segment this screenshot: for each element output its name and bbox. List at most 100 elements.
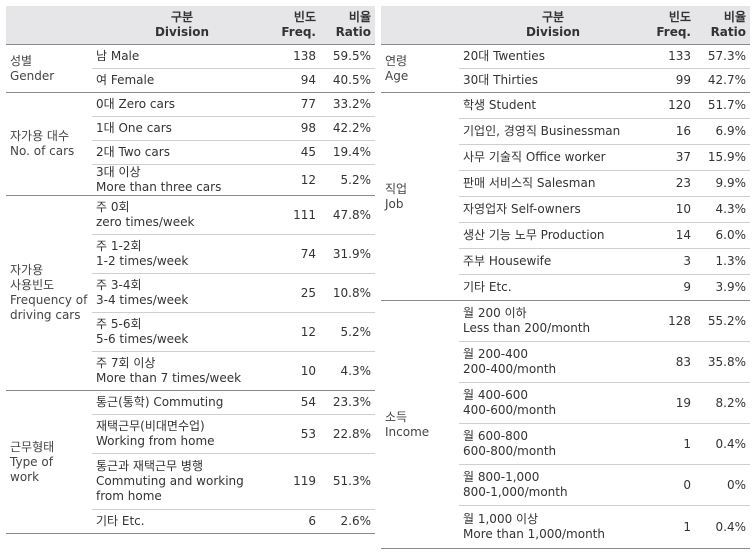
table-row: 월 600-800 600-800/month 1 0.4%	[381, 423, 750, 465]
table-row: 주 3-4회 3-4 times/week 25 10.8%	[6, 273, 375, 313]
freq-value: 99	[647, 68, 699, 93]
category-line: 근무형태	[10, 439, 55, 454]
row-label: 월 600-800 600-800/month	[459, 423, 647, 465]
row-label: 판매 서비스직 Salesman	[459, 170, 647, 197]
division-header-ko: 구분	[541, 10, 565, 24]
row-label: 사무 기술직 Office worker	[459, 144, 647, 171]
table-row: 주 1-2회 1-2 times/week 74 31.9%	[6, 234, 375, 274]
freq-value: 94	[272, 68, 324, 93]
row-label: 주 1-2회 1-2 times/week	[92, 234, 272, 274]
division-header-en: Division	[154, 25, 210, 39]
ratio-value: 22.8%	[324, 414, 375, 454]
freq-value: 128	[647, 300, 699, 342]
freq-value: 133	[647, 44, 699, 69]
label-line: 600-800/month	[463, 444, 557, 458]
label-line: 주 1-2회	[96, 239, 142, 253]
table-row: 월 800-1,000 800-1,000/month 0 0%	[381, 464, 750, 506]
division-header-en: Division	[525, 25, 581, 39]
table-row: 성별 Gender 남 Male 138 59.5%	[6, 44, 375, 93]
table-row: 재택근무(비대면수업) Working from home 53 22.8%	[6, 414, 375, 454]
right-category-cell: 직업 Job	[381, 92, 459, 301]
label-line: Working from home	[96, 434, 215, 448]
row-label: 월 400-600 400-600/month	[459, 382, 647, 424]
table-row: 기업인, 경영직 Businessman 16 6.9%	[381, 118, 750, 145]
ratio-value: 8.2%	[699, 382, 750, 424]
table-row: 월 1,000 이상 More than 1,000/month 1 0.4%	[381, 505, 750, 549]
label-line: 월 200 이하	[463, 306, 527, 320]
ratio-value: 51.7%	[699, 92, 750, 119]
table-row: 소득 Income 월 200 이하 Less than 200/month 128 55…	[381, 300, 750, 549]
label-line: 200-400/month	[463, 362, 557, 376]
ratio-value: 4.3%	[699, 196, 750, 223]
table-row: 주 7회 이상 More than 7 times/week 10 4.3%	[6, 351, 375, 391]
freq-value: 83	[647, 341, 699, 383]
row-label: 주 3-4회 3-4 times/week	[92, 273, 272, 313]
left-table-body: 성별 Gender 남 Male 138 59.5% 여 Female 94 40.5% 자가용…	[6, 44, 375, 534]
ratio-value: 42.2%	[324, 116, 375, 141]
table-row: 월 200-400 200-400/month 83 35.8%	[381, 341, 750, 383]
left-category-cell: 성별 Gender	[6, 44, 92, 93]
label-line: 주 0회	[96, 200, 130, 214]
table-row: 판매 서비스직 Salesman 23 9.9%	[381, 170, 750, 197]
table-row: 기타 Etc. 6 2.6%	[6, 509, 375, 534]
row-label: 자영업자 Self-owners	[459, 196, 647, 223]
freq-value: 6	[272, 509, 324, 534]
label-line: 주부 Housewife	[463, 254, 552, 268]
label-line: 여 Female	[96, 73, 155, 87]
category-line: driving cars	[10, 308, 81, 322]
ratio-value: 19.4%	[324, 140, 375, 165]
row-label: 기타 Etc.	[92, 509, 272, 534]
label-line: 20대 Twenties	[463, 49, 545, 63]
ratio-value: 51.3%	[324, 453, 375, 510]
row-label: 여 Female	[92, 68, 272, 93]
category-line: 성별	[10, 53, 33, 68]
right-division-header: 구분 Division	[459, 6, 647, 45]
ratio-value: 31.9%	[324, 234, 375, 274]
row-label: 주 7회 이상 More than 7 times/week	[92, 351, 272, 391]
freq-value: 37	[647, 144, 699, 171]
ratio-value: 5.2%	[324, 312, 375, 352]
ratio-value: 4.3%	[324, 351, 375, 391]
row-label: 월 200-400 200-400/month	[459, 341, 647, 383]
label-line: 1대 One cars	[96, 121, 172, 135]
freq-value: 0	[647, 464, 699, 506]
table-row: 사무 기술직 Office worker 37 15.9%	[381, 144, 750, 171]
freq-value: 9	[647, 274, 699, 301]
table-row: 주 5-6회 5-6 times/week 12 5.2%	[6, 312, 375, 352]
label-line: 학생 Student	[463, 98, 537, 112]
ratio-value: 0.4%	[699, 505, 750, 549]
category-line: work	[10, 469, 40, 484]
freq-value: 12	[272, 164, 324, 196]
category-line: 소득	[385, 409, 408, 424]
row-label: 학생 Student	[459, 92, 647, 119]
ratio-value: 59.5%	[324, 44, 375, 69]
ratio-value: 6.9%	[699, 118, 750, 145]
left-ratio-header: 비율 Ratio	[324, 6, 375, 45]
table-row: 연령 Age 20대 Twenties 133 57.3%	[381, 44, 750, 93]
ratio-value: 0%	[699, 464, 750, 506]
row-label: 기타 Etc.	[459, 274, 647, 301]
row-label: 2대 Two cars	[92, 140, 272, 165]
table-row: 1대 One cars 98 42.2%	[6, 116, 375, 141]
label-line: 400-600/month	[463, 403, 557, 417]
left-demographics-table: 구분 Division 빈도 Freq. 비율 Ratio 성별 Gender 남 …	[6, 6, 375, 534]
ratio-value: 2.6%	[324, 509, 375, 534]
table-row: 기타 Etc. 9 3.9%	[381, 274, 750, 301]
ratio-value: 15.9%	[699, 144, 750, 171]
freq-value: 77	[272, 92, 324, 117]
right-category-cell: 소득 Income	[381, 300, 459, 549]
label-line: 기타 Etc.	[96, 514, 145, 528]
row-label: 주 0회 zero times/week	[92, 195, 272, 235]
label-line: 800-1,000/month	[463, 485, 568, 499]
label-line: 2대 Two cars	[96, 145, 170, 159]
division-header-ko: 구분	[170, 10, 194, 24]
category-line: Type of	[10, 454, 53, 469]
freq-value: 10	[272, 351, 324, 391]
ratio-value: 57.3%	[699, 44, 750, 69]
ratio-value: 9.9%	[699, 170, 750, 197]
label-line: 주 5-6회	[96, 317, 142, 331]
label-line: 재택근무(비대면수업)	[96, 419, 205, 433]
ratio-value: 6.0%	[699, 222, 750, 249]
label-line: 기타 Etc.	[463, 280, 512, 294]
